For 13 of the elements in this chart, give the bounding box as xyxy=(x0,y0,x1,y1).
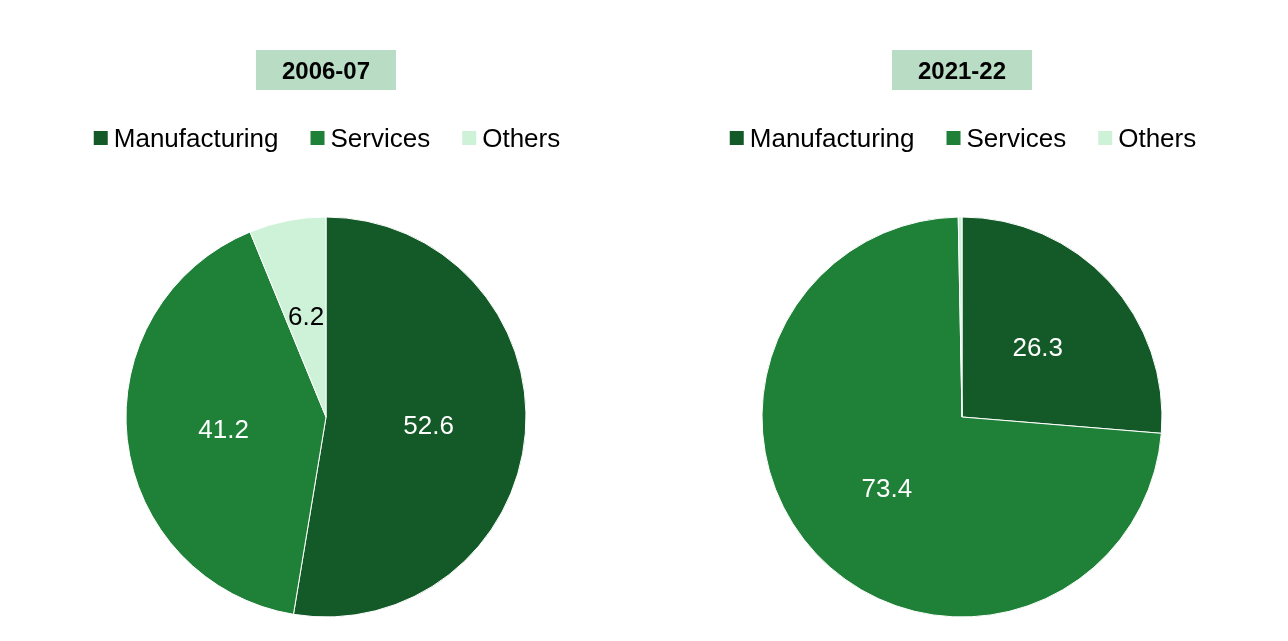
data-label: 52.6 xyxy=(403,410,454,441)
legend-label: Others xyxy=(1118,123,1197,153)
legend-label: Services xyxy=(330,123,431,153)
data-label: 26.3 xyxy=(1012,332,1064,363)
chart-title: 2006-07 xyxy=(281,56,371,84)
legend-label: Manufacturing xyxy=(749,123,915,153)
data-label: 6.2 xyxy=(287,300,325,331)
data-label: 73.4 xyxy=(861,472,913,503)
data-label: 41.2 xyxy=(198,413,249,444)
chart-title: 2021-22 xyxy=(917,56,1007,84)
legend-label: Manufacturing xyxy=(113,123,279,153)
legend-label: Others xyxy=(482,123,561,153)
legend-label: Services xyxy=(966,123,1067,153)
